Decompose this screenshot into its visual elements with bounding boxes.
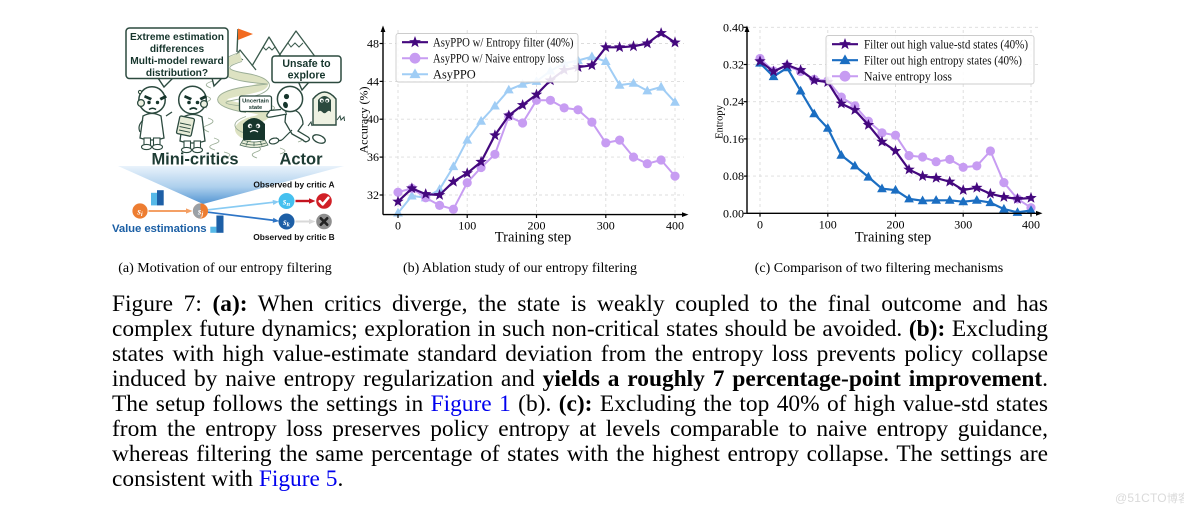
svg-text:Entropy: Entropy: [715, 104, 726, 139]
svg-text:100: 100: [458, 219, 476, 233]
svg-text:Unsafe to: Unsafe to: [282, 58, 331, 70]
svg-text:Mini-critics: Mini-critics: [151, 151, 238, 169]
svg-text:0.24: 0.24: [723, 95, 744, 109]
svg-text:100: 100: [819, 218, 837, 232]
svg-text:0: 0: [757, 218, 763, 232]
svg-text:Multi-model reward: Multi-model reward: [130, 56, 223, 67]
svg-text:AsyPPO w/ Entropy filter (40%): AsyPPO w/ Entropy filter (40%): [433, 35, 574, 49]
svg-text:Extreme estimation: Extreme estimation: [130, 32, 224, 43]
svg-text:Filter out high value-std stat: Filter out high value-std states (40%): [864, 37, 1028, 51]
svg-text:Accuracy (%): Accuracy (%): [357, 87, 371, 154]
svg-text:36: 36: [367, 150, 379, 164]
svg-text:Uncertain: Uncertain: [242, 99, 269, 105]
svg-text:0.40: 0.40: [723, 20, 744, 34]
svg-text:Training step: Training step: [855, 230, 931, 246]
svg-text:200: 200: [887, 218, 905, 232]
svg-text:Filter out high entropy states: Filter out high entropy states (40%): [864, 53, 1022, 67]
svg-text:Naive entropy loss: Naive entropy loss: [864, 69, 952, 83]
svg-text:48: 48: [367, 37, 379, 51]
svg-text:Value estimations: Value estimations: [112, 223, 207, 235]
svg-text:300: 300: [597, 219, 615, 233]
svg-text:0.32: 0.32: [723, 58, 744, 72]
svg-text:0.00: 0.00: [723, 206, 744, 220]
svg-text:44: 44: [367, 74, 379, 88]
svg-text:Observed by critic A: Observed by critic A: [253, 180, 334, 190]
svg-text:400: 400: [1022, 218, 1040, 232]
svg-text:distribution?: distribution?: [146, 68, 208, 79]
svg-text:si: si: [136, 206, 143, 218]
svg-text:400: 400: [666, 219, 684, 233]
svg-text:sj: sj: [197, 206, 204, 218]
svg-text:0.16: 0.16: [723, 132, 744, 146]
svg-text:40: 40: [367, 112, 379, 126]
svg-text:Actor: Actor: [279, 151, 323, 169]
svg-text:sk: sk: [282, 217, 291, 229]
svg-text:AsyPPO w/ Naive entropy loss: AsyPPO w/ Naive entropy loss: [433, 51, 564, 65]
svg-text:explore: explore: [288, 70, 326, 82]
svg-text:Training step: Training step: [495, 230, 571, 246]
svg-text:200: 200: [528, 219, 546, 233]
svg-text:sn: sn: [282, 196, 291, 208]
svg-text:32: 32: [367, 188, 379, 202]
svg-text:state: state: [249, 105, 263, 111]
svg-text:0.08: 0.08: [723, 169, 744, 183]
svg-text:0: 0: [395, 219, 401, 233]
svg-text:300: 300: [954, 218, 972, 232]
svg-text:AsyPPO: AsyPPO: [433, 67, 476, 81]
svg-text:Observed by critic B: Observed by critic B: [253, 232, 334, 242]
svg-text:differences: differences: [150, 44, 205, 55]
